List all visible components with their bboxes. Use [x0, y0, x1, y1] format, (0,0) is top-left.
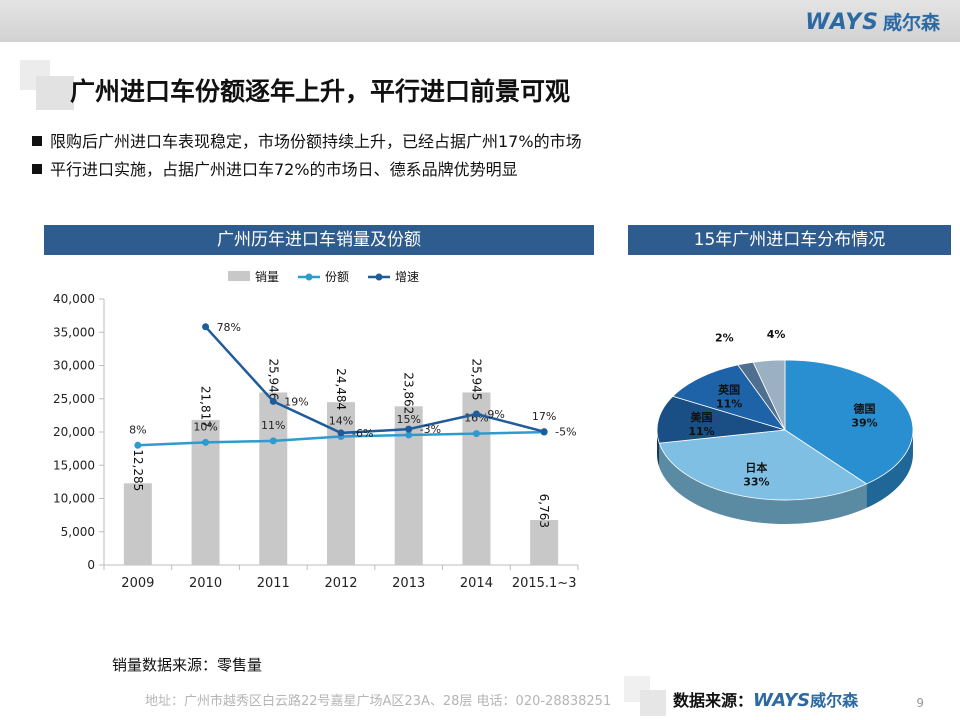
combo-chart: 0 5,000 10,000 15,000 20,000 25,000 30,000 35,0…	[53, 270, 579, 591]
bar	[462, 392, 491, 565]
top-bar	[0, 0, 960, 42]
decor-square	[640, 690, 666, 716]
growth-point	[405, 425, 413, 433]
bar	[123, 483, 152, 565]
bullet-item: 平行进口实施，占据广州进口车72%的市场日、德系品牌优势明显	[32, 156, 518, 180]
x-tick-label: 2013	[392, 576, 425, 591]
growth-label: -3%	[420, 423, 441, 436]
y-tick-label: 35,000	[53, 325, 95, 339]
pie-slice	[784, 359, 914, 485]
y-tick-label: 40,000	[53, 292, 95, 306]
x-tick-label: 2015.1~3	[512, 576, 577, 591]
y-tick-label: 25,000	[53, 392, 95, 406]
growth-point	[202, 323, 210, 331]
page-number: 9	[916, 696, 924, 710]
share-label: 15%	[396, 413, 420, 426]
source-logo: WAYS	[753, 690, 811, 711]
legend-swatch-marker	[375, 273, 383, 281]
decor-square	[36, 76, 74, 110]
share-label: 17%	[532, 410, 556, 423]
legend-swatch-marker	[305, 273, 313, 281]
x-tick-label: 2014	[460, 576, 493, 591]
pie-slice-label: 英国	[717, 382, 740, 396]
share-label: 11%	[261, 419, 285, 432]
legend-label: 份额	[325, 270, 349, 284]
x-tick-label: 2009	[121, 576, 154, 591]
x-tick-label: 2011	[257, 576, 290, 591]
share-point	[134, 441, 142, 449]
y-tick-label: 5,000	[61, 525, 95, 539]
bullet-item: 限购后广州进口车表现稳定，市场份额持续上升，已经占据广州17%的市场	[32, 128, 582, 152]
pie-slice	[656, 395, 786, 444]
source-prefix: 数据来源：	[673, 691, 754, 710]
x-tick-label: 2012	[324, 576, 357, 591]
pie-slice-label: 德国	[852, 401, 875, 415]
y-tick-label: 20,000	[53, 425, 95, 439]
legend-label: 增速	[395, 270, 419, 284]
growth-point	[472, 410, 480, 418]
pie-slice-side	[659, 443, 867, 524]
bar-value-label: 12,285	[131, 449, 145, 491]
pie-slice-value: 11%	[688, 425, 714, 438]
bar	[530, 520, 559, 565]
pie-slice-value: 33%	[743, 475, 769, 488]
bar-value-label: 25,946	[266, 358, 280, 400]
chart-title-bar: 广州历年进口车销量及份额	[44, 225, 594, 255]
x-tick-label: 2010	[189, 576, 222, 591]
share-label: 14%	[329, 415, 353, 428]
share-point	[405, 431, 413, 439]
y-tick-label: 15,000	[53, 458, 95, 472]
logo-wordmark: WAYS	[805, 10, 879, 35]
bar-value-label: 6,763	[537, 494, 551, 528]
y-tick-label: 10,000	[53, 492, 95, 506]
page-title: 广州进口车份额逐年上升，平行进口前景可观	[70, 77, 571, 106]
bar	[259, 392, 288, 565]
growth-label: 78%	[217, 321, 241, 334]
growth-point	[269, 397, 277, 405]
bar-value-label: 21,817	[199, 386, 213, 428]
bullet-marker	[32, 136, 42, 146]
bullet-marker	[32, 164, 42, 174]
footer-address: 地址：广州市越秀区白云路22号嘉星广场A区23A、28层 电话：020-2883…	[145, 694, 612, 709]
bar-value-label: 23,862	[402, 372, 416, 414]
bar-value-label: 24,484	[334, 368, 348, 410]
growth-line	[204, 325, 545, 435]
pie-slice-side	[657, 430, 660, 468]
pie-slice	[658, 429, 868, 501]
logo-cn: 威尔森	[882, 12, 940, 34]
pie-slice-value: 39%	[851, 416, 877, 429]
share-point	[202, 438, 210, 446]
footer-source: 数据来源：WAYS威尔森	[673, 687, 858, 711]
pie-slice-side	[866, 430, 913, 508]
growth-label: 19%	[284, 395, 308, 408]
growth-label: 9%	[487, 408, 504, 421]
y-tick-label: 30,000	[53, 359, 95, 373]
growth-point	[337, 429, 345, 437]
pie-slice-label: 日本	[745, 460, 767, 474]
pie-slice	[752, 359, 786, 431]
growth-label: -6%	[352, 427, 373, 440]
data-source-note: 销量数据来源：零售量	[112, 656, 263, 674]
pie-slice-label: 美国	[691, 410, 713, 424]
pie-slice	[672, 364, 787, 431]
bullet-text: 平行进口实施，占据广州进口车72%的市场日、德系品牌优势明显	[50, 160, 518, 179]
pie-slice-value: 11%	[716, 397, 742, 410]
source-cn: 威尔森	[810, 691, 859, 710]
pie-title-bar: 15年广州进口车分布情况	[628, 225, 951, 255]
brand-logo: WAYS 威尔森	[805, 8, 940, 35]
share-point	[269, 437, 277, 445]
share-point	[472, 430, 480, 438]
legend-swatch-bar	[228, 271, 250, 281]
growth-label: -5%	[555, 426, 576, 439]
growth-point	[540, 428, 548, 436]
bullet-text: 限购后广州进口车表现稳定，市场份额持续上升，已经占据广州17%的市场	[50, 132, 582, 151]
pie-slice-value: 2%	[715, 331, 734, 344]
bar-value-label: 25,945	[469, 358, 483, 400]
share-label: 10%	[193, 420, 217, 433]
y-tick-label: 0	[87, 558, 95, 572]
share-label: 8%	[129, 423, 146, 436]
legend-label: 销量	[255, 270, 279, 284]
pie-slice-value: 4%	[767, 330, 786, 341]
